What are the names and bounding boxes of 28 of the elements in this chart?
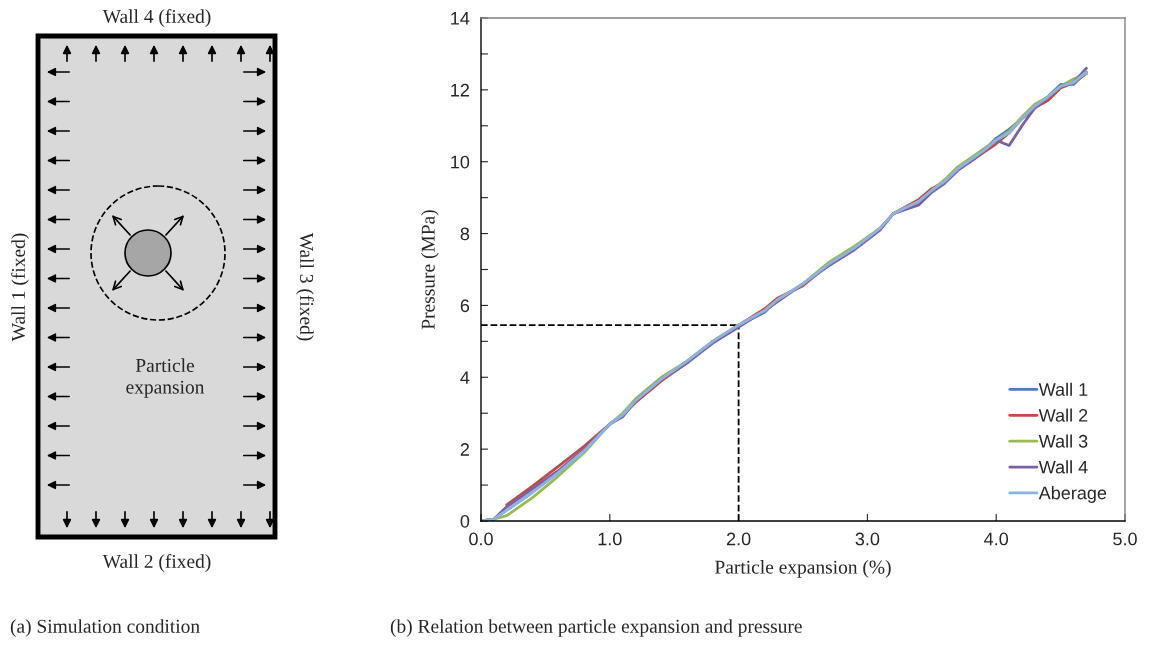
y-tick-label: 8 [460,227,470,241]
text: Particle expansion [126,358,205,398]
x-tick-label: 0.0 [469,532,493,546]
text: (b) Relation between particle expansion and pressure [390,619,802,637]
text: (a) Simulation condition [10,619,200,637]
y-axis-title: Pressure (MPa) [421,210,439,330]
y-tick-label: 14 [451,12,470,25]
y-tick-label: 2 [460,443,469,456]
text: Wall 4 (fixed) [102,9,211,27]
y-tick-label: 0 [460,514,470,528]
x-tick-label: 2.0 [726,532,751,546]
legend-label: Wall 2 [1038,408,1088,422]
x-tick-label: 1.0 [598,532,622,546]
y-tick-label: 10 [451,155,470,169]
legend-label: Wall 3 [1038,434,1088,448]
x-tick-label: 5.0 [1113,532,1137,546]
y-tick-label: 12 [451,83,469,97]
y-tick-label: 6 [460,299,470,313]
text: Wall 3 (fixed) [296,232,314,341]
x-tick-label: 4.0 [984,532,1009,546]
y-tick-label: 4 [460,371,470,384]
x-axis-title: Particle expansion (%) [715,560,891,578]
legend-label: Wall 1 [1038,382,1088,396]
text: Wall 1 (fixed) [11,233,29,342]
legend-label: Wall 4 [1038,460,1088,474]
legend-label: Aberage [1038,486,1107,503]
text: Wall 2 (fixed) [102,554,211,572]
x-tick-label: 3.0 [855,532,880,546]
